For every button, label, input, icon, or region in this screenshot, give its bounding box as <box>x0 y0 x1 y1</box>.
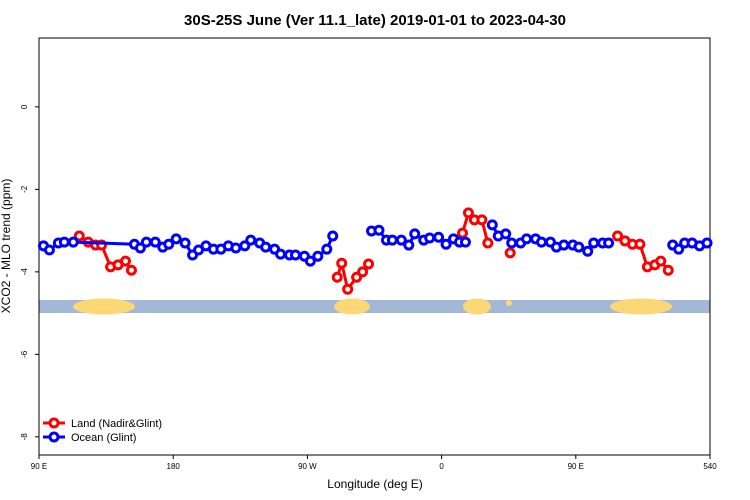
point <box>304 255 316 267</box>
point <box>476 214 488 226</box>
point <box>612 230 624 242</box>
point <box>327 230 339 242</box>
point <box>230 242 242 254</box>
x-tick-label: 90 E <box>568 462 584 471</box>
land-blob <box>610 298 672 315</box>
point <box>433 231 445 243</box>
point <box>701 237 713 249</box>
point <box>459 236 471 248</box>
point <box>342 283 354 295</box>
point <box>163 238 175 250</box>
point <box>179 237 191 249</box>
point <box>573 241 585 253</box>
point <box>275 248 287 260</box>
point <box>43 244 55 256</box>
point <box>260 241 272 253</box>
point <box>373 224 385 236</box>
point <box>73 230 85 242</box>
point <box>536 236 548 248</box>
ocean-strip <box>39 300 710 313</box>
point <box>357 266 369 278</box>
point <box>119 255 131 267</box>
point <box>582 245 594 257</box>
x-axis-label: Longitude (deg E) <box>327 477 422 491</box>
chart-title: 30S-25S June (Ver 11.1_late) 2019-01-01 … <box>184 12 566 29</box>
point <box>424 232 436 244</box>
legend-marker <box>48 417 60 429</box>
point <box>588 237 600 249</box>
x-tick-label: 90 E <box>31 462 47 471</box>
y-tick-label: -4 <box>20 268 29 276</box>
y-tick-label: 0 <box>20 104 29 109</box>
point <box>506 237 518 249</box>
point <box>312 250 324 262</box>
point <box>125 264 137 276</box>
point <box>403 239 415 251</box>
y-tick-label: -6 <box>20 350 29 358</box>
point <box>386 234 398 246</box>
point <box>504 247 516 259</box>
legend-label: Ocean (Glint) <box>71 432 136 444</box>
y-tick-label: -8 <box>20 433 29 441</box>
point <box>521 233 533 245</box>
land-blob <box>463 298 491 315</box>
point <box>363 258 375 270</box>
x-tick-label: 90 W <box>298 462 317 471</box>
point <box>331 271 343 283</box>
point <box>245 234 257 246</box>
point <box>558 239 570 251</box>
point <box>170 233 182 245</box>
land-blob <box>73 298 135 315</box>
y-tick-label: -2 <box>20 185 29 193</box>
point <box>482 237 494 249</box>
point <box>321 243 333 255</box>
land-blob <box>506 300 512 306</box>
point <box>634 238 646 250</box>
point <box>440 238 452 250</box>
point <box>140 236 152 248</box>
y-axis-label: XCO2 - MLO trend (ppm) <box>0 179 13 314</box>
legend-label: Land (Nadir&Glint) <box>71 418 162 430</box>
point <box>603 237 615 249</box>
point <box>409 228 421 240</box>
point <box>486 219 498 231</box>
x-tick-label: 180 <box>167 462 181 471</box>
legend-marker <box>48 431 60 443</box>
point <box>58 236 70 248</box>
land-mask-strip <box>39 298 710 315</box>
point <box>336 257 348 269</box>
point <box>662 264 674 276</box>
x-tick-label: 540 <box>703 462 717 471</box>
point <box>673 243 685 255</box>
point <box>500 228 512 240</box>
point <box>395 234 407 246</box>
land-blob <box>334 298 370 315</box>
point <box>67 236 79 248</box>
point <box>149 236 161 248</box>
point <box>462 207 474 219</box>
point <box>456 227 468 239</box>
series-line <box>78 209 670 293</box>
point <box>289 249 301 261</box>
x-tick-label: 0 <box>439 462 444 471</box>
point <box>655 255 667 267</box>
